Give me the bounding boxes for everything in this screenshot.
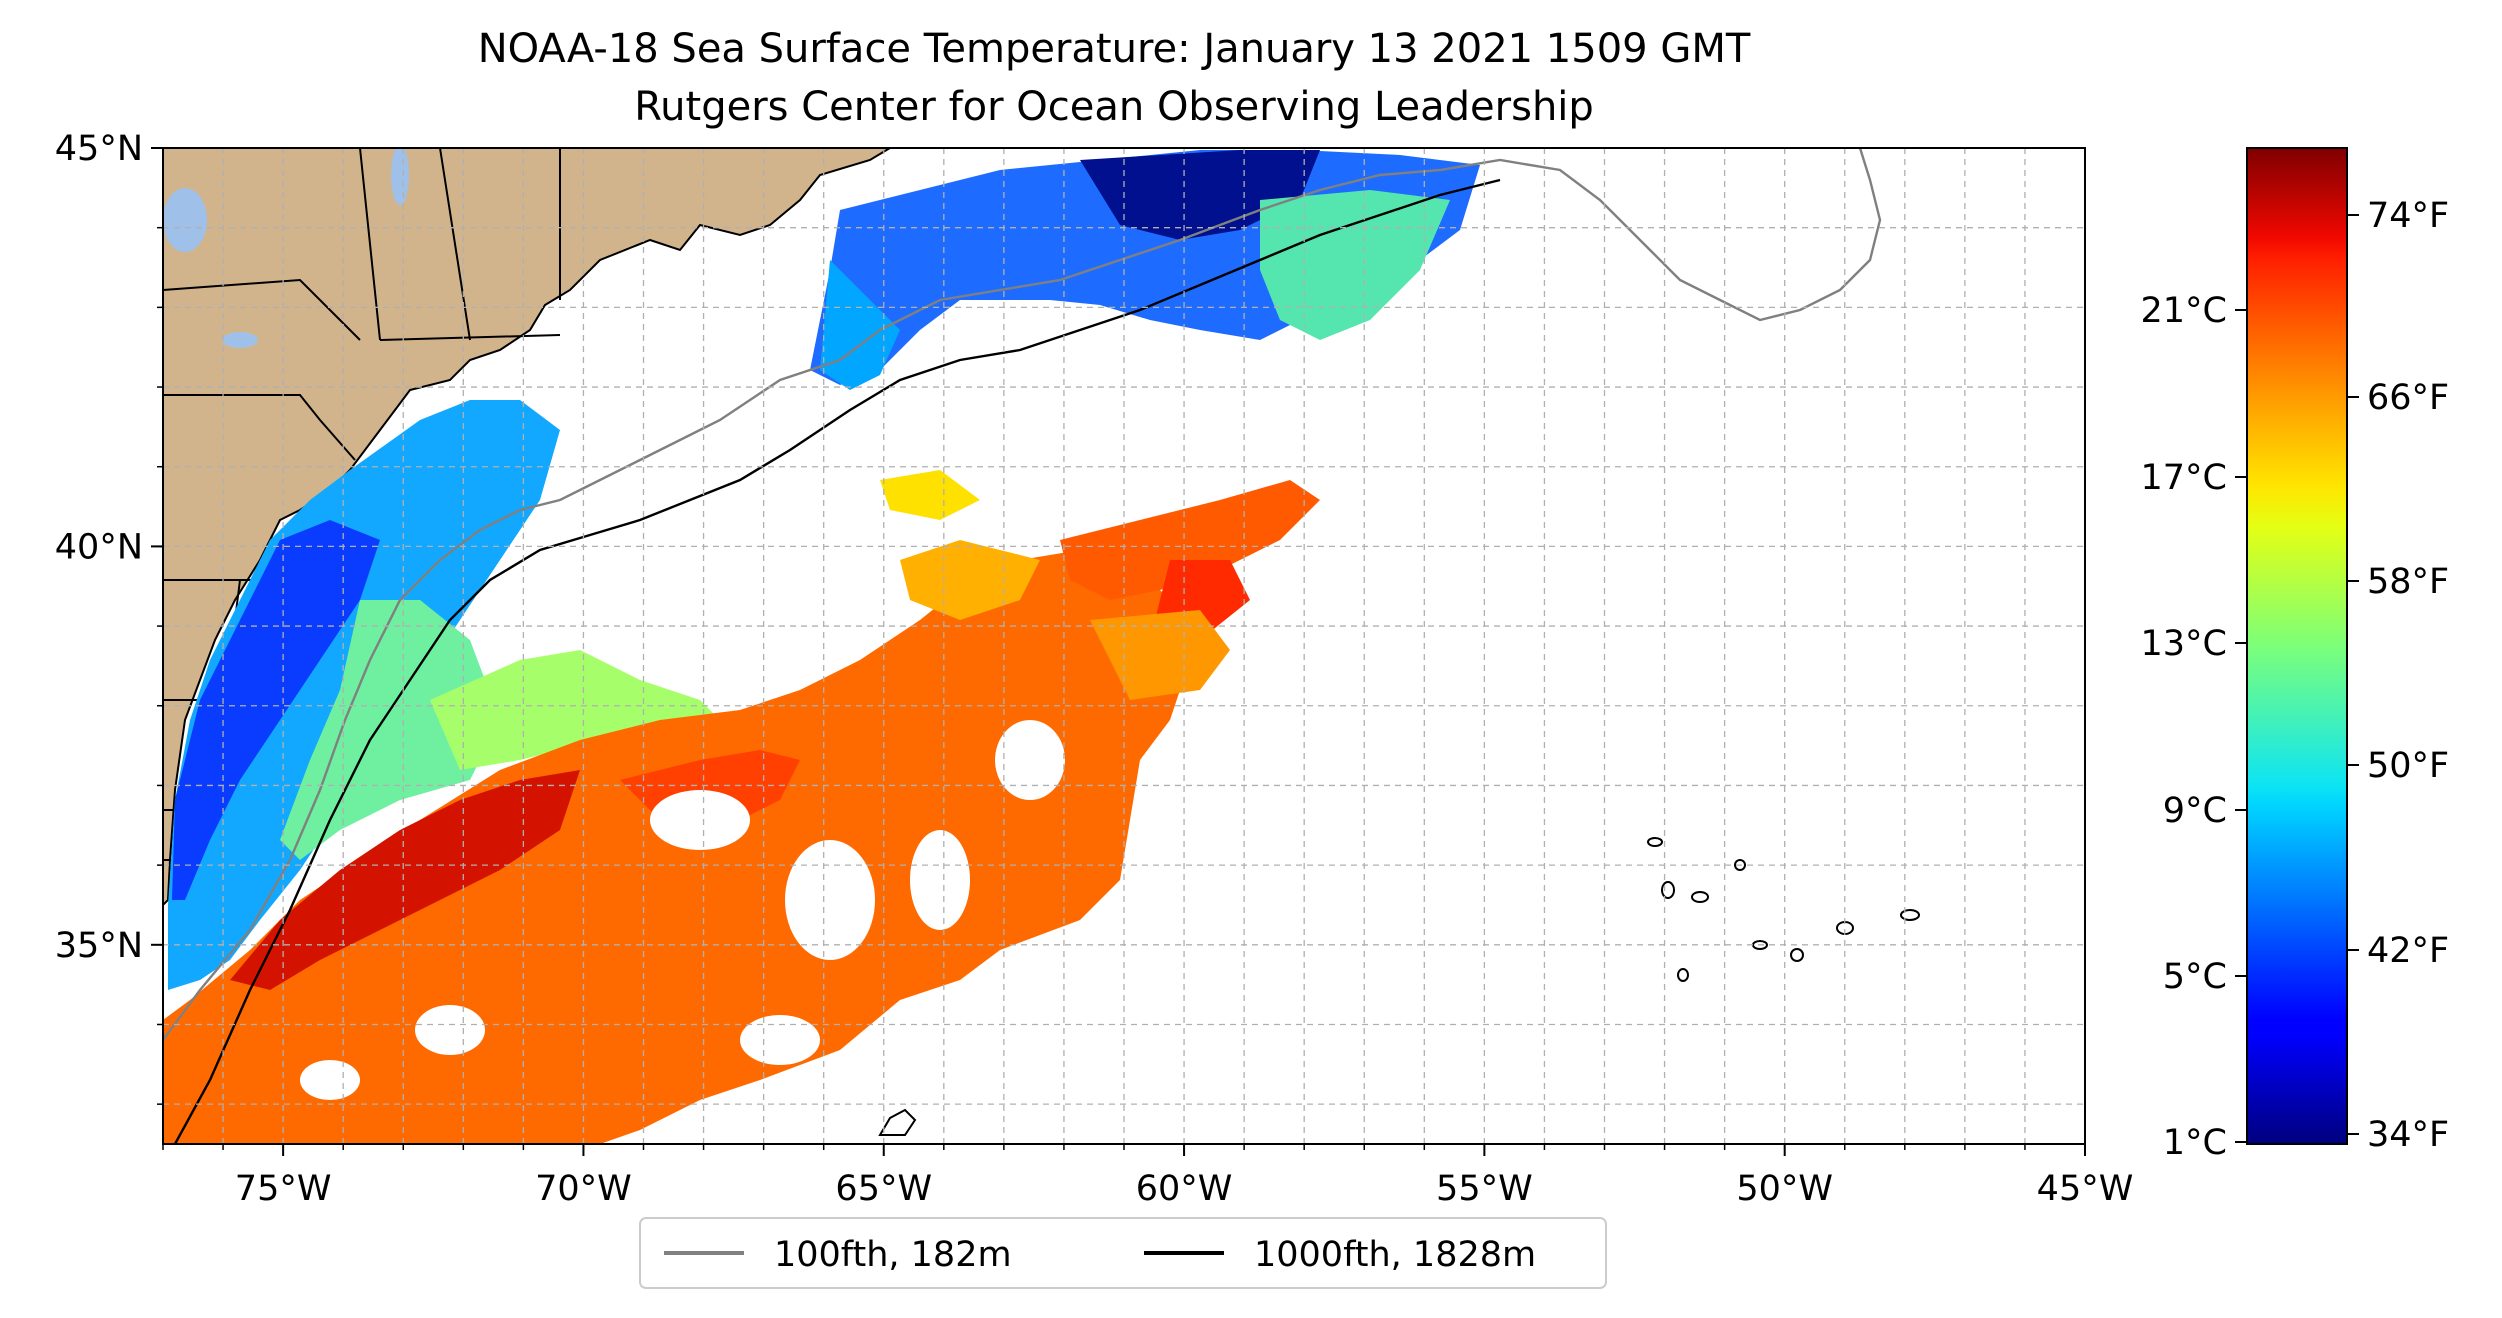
legend-box: [639, 1217, 1607, 1289]
lat-tick-label: 40°N: [55, 527, 143, 567]
legend-label-100fth: 100fth, 182m: [774, 1235, 1012, 1275]
fahrenheit-tick-label: 74°F: [2367, 196, 2449, 236]
lon-tick-label: 70°W: [535, 1169, 632, 1209]
isobath-100fth: [163, 148, 1882, 1041]
chart-title-line2: Rutgers Center for Ocean Observing Leade…: [634, 84, 1594, 130]
gridlines: [163, 148, 2085, 1144]
celsius-tick-label: 1°C: [2163, 1123, 2227, 1163]
colorbar: 21°C 17°C 13°C 9°C 5°C 1°C 74°F 66°F 58°F 50°F 42…: [2141, 147, 2449, 1163]
fahrenheit-tick-label: 50°F: [2367, 746, 2449, 786]
isobath-1000fth: [173, 178, 1501, 1144]
chart-title-line1: NOAA-18 Sea Surface Temperature: January…: [478, 26, 1751, 72]
lon-tick-label: 45°W: [2037, 1169, 2134, 1209]
celsius-tick-label: 5°C: [2163, 957, 2227, 997]
fahrenheit-tick-label: 42°F: [2367, 931, 2449, 971]
celsius-tick-label: 13°C: [2141, 624, 2227, 664]
fahrenheit-tick-label: 58°F: [2367, 562, 2449, 602]
celsius-tick-label: 9°C: [2163, 791, 2227, 831]
sst-warm-layer: [163, 470, 1320, 1144]
colorbar-fahrenheit-ticks: 74°F 66°F 58°F 50°F 42°F 34°F: [2347, 196, 2449, 1155]
lon-tick-label: 75°W: [235, 1169, 332, 1209]
fahrenheit-tick-label: 66°F: [2367, 378, 2449, 418]
legend-label-1000fth: 1000fth, 1828m: [1254, 1235, 1536, 1275]
latitude-axis: 45°N 40°N 35°N: [55, 129, 163, 1105]
lon-tick-label: 65°W: [835, 1169, 932, 1209]
colorbar-celsius-ticks: 21°C 17°C 13°C 9°C 5°C 1°C: [2141, 291, 2247, 1163]
lon-tick-label: 50°W: [1736, 1169, 1833, 1209]
fahrenheit-tick-label: 34°F: [2367, 1115, 2449, 1155]
cloud-gaps: [300, 720, 1130, 1100]
lon-tick-label: 55°W: [1436, 1169, 1533, 1209]
longitude-axis: 75°W 70°W 65°W 60°W 55°W 50°W 45°W: [162, 1144, 2134, 1209]
lat-tick-label: 35°N: [55, 926, 143, 966]
lon-tick-label: 60°W: [1136, 1169, 1233, 1209]
celsius-tick-label: 21°C: [2141, 291, 2227, 331]
land-mass: [163, 148, 892, 907]
lat-tick-label: 45°N: [55, 129, 143, 169]
legend: 100fth, 182m 1000fth, 1828m: [639, 1217, 1607, 1289]
celsius-tick-label: 17°C: [2141, 458, 2227, 498]
colorbar-gradient: [2246, 147, 2348, 1145]
